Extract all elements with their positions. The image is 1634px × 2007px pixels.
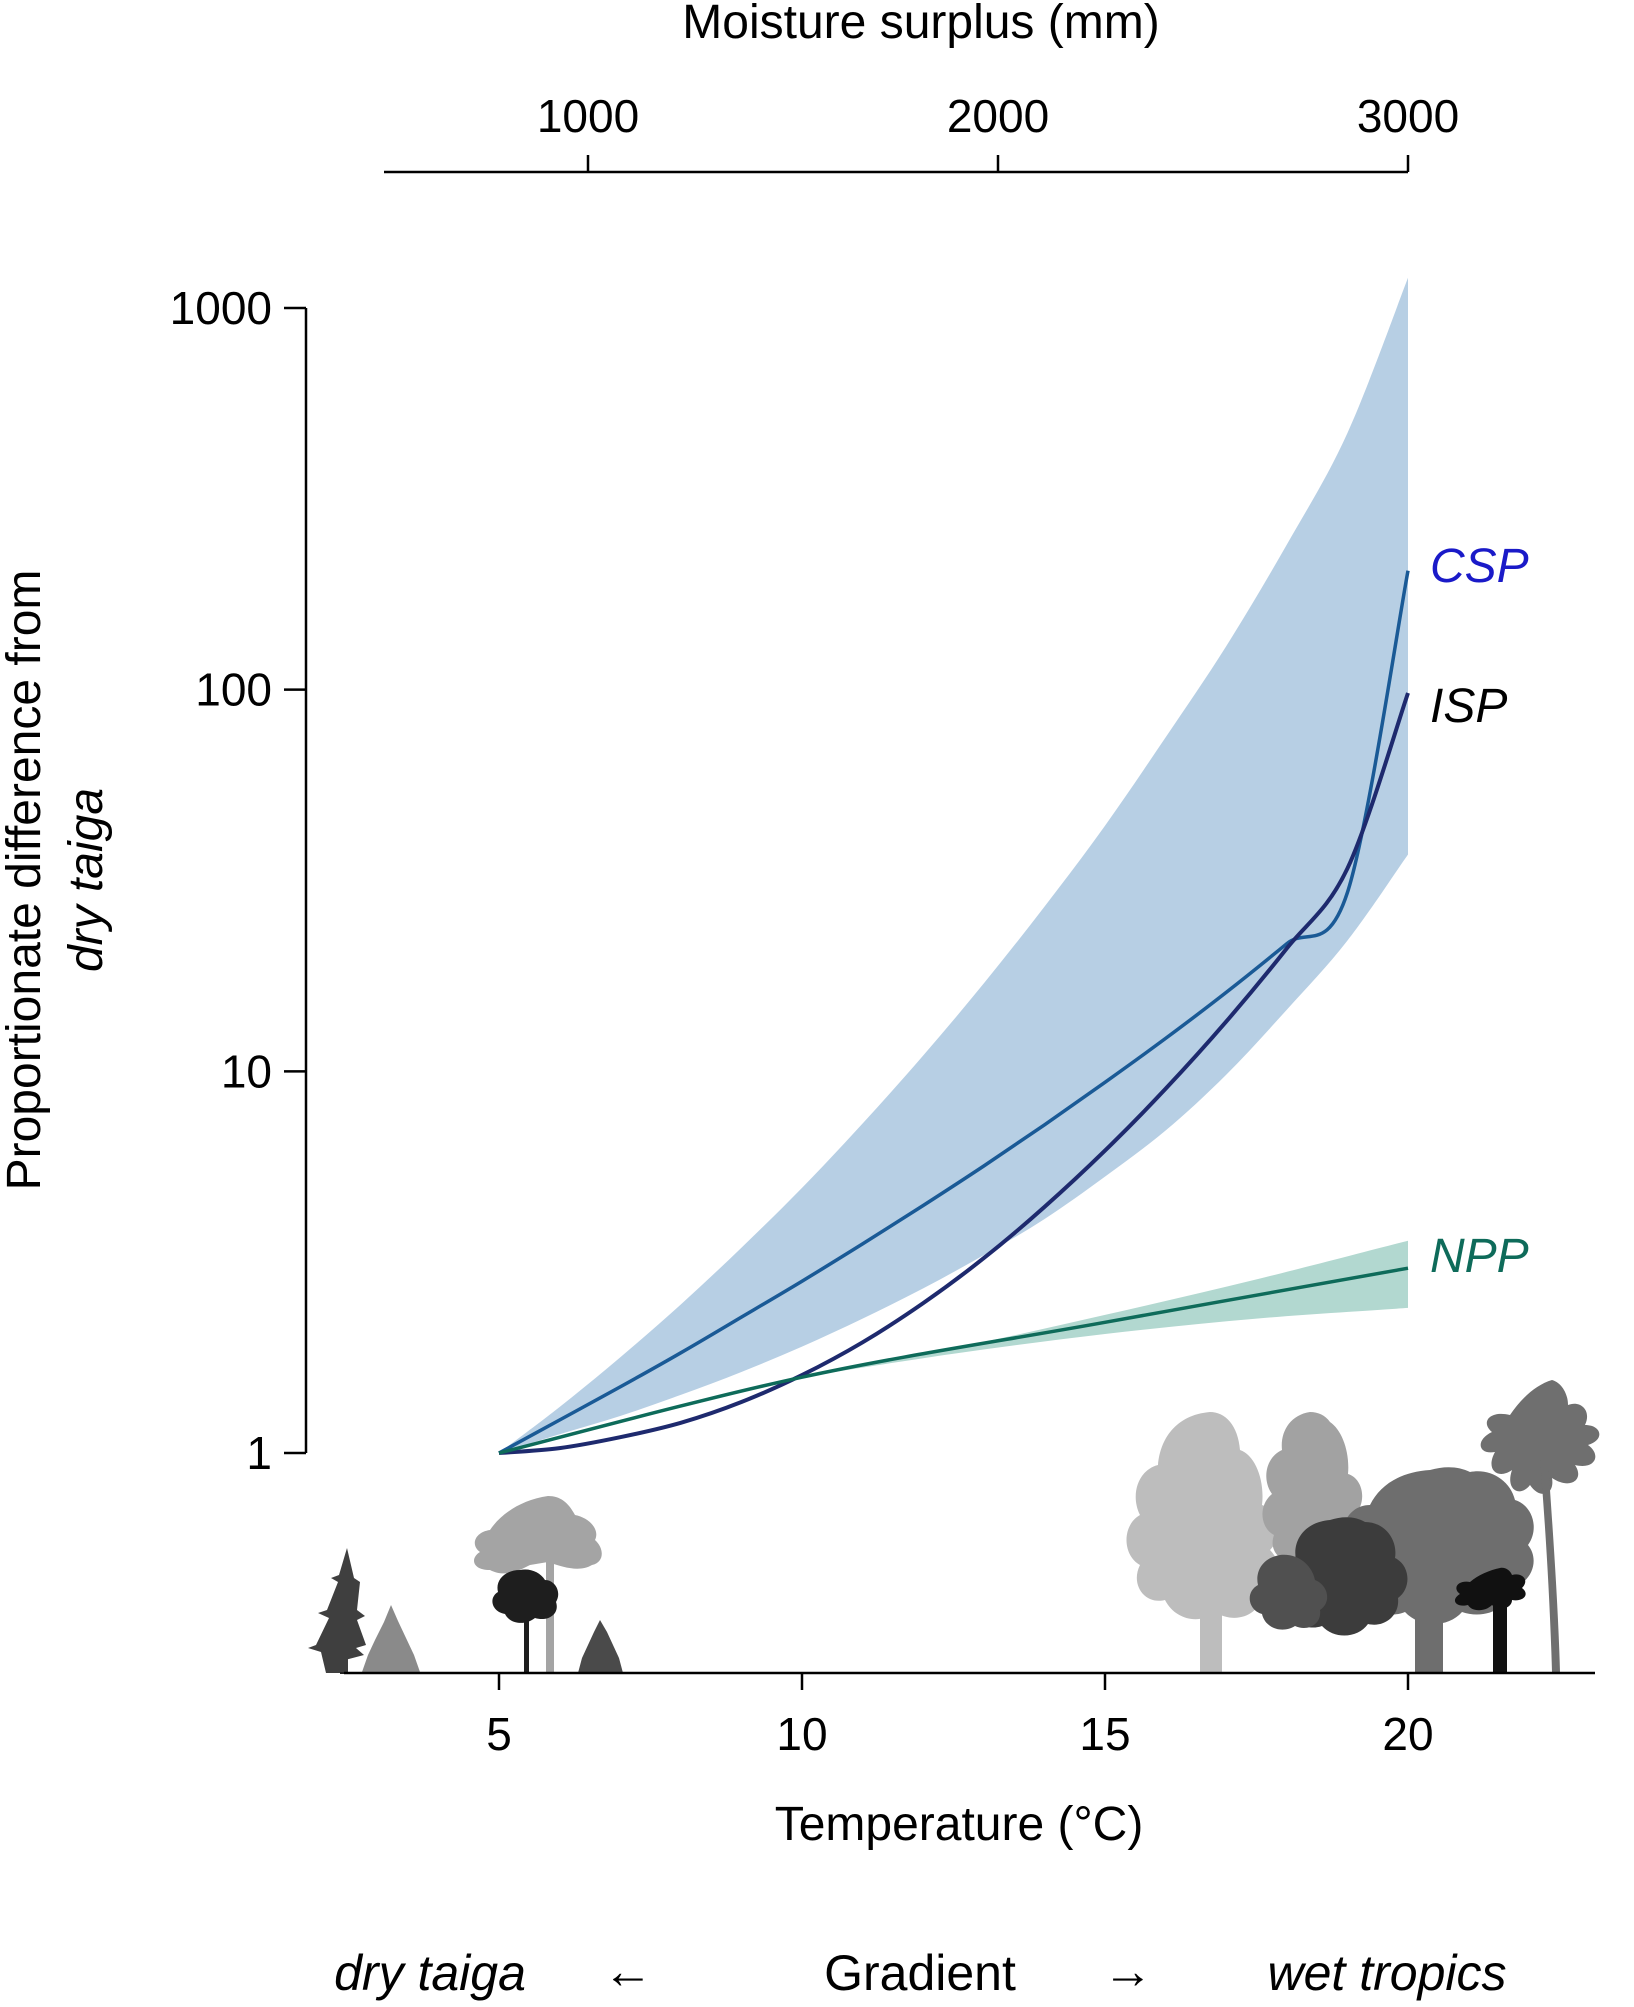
x-ticks: 5 10 15 20 bbox=[486, 1673, 1434, 1760]
gradient-caption: dry taiga ← Gradient → wet tropics bbox=[334, 1943, 1506, 2001]
gradient-middle-label: Gradient bbox=[824, 1945, 1016, 2001]
y-tick-label-100: 100 bbox=[195, 664, 272, 716]
y-tick-label-1000: 1000 bbox=[170, 282, 272, 334]
series-line-csp bbox=[498, 570, 1410, 1455]
gradient-right-label: wet tropics bbox=[1268, 1945, 1507, 2001]
band-csp-isp bbox=[499, 277, 1408, 1453]
x-tick-label-5: 5 bbox=[486, 1708, 512, 1760]
y-tick-label-10: 10 bbox=[221, 1045, 272, 1097]
series-label-isp: ISP bbox=[1430, 680, 1507, 733]
x-tick-label-10: 10 bbox=[776, 1708, 827, 1760]
y-axis-title-line2: dry taiga bbox=[60, 788, 113, 972]
y-ticks: 1 10 100 1000 bbox=[170, 282, 306, 1479]
x-tick-label-15: 15 bbox=[1079, 1708, 1130, 1760]
x2-axis-title: Moisture surplus (mm) bbox=[682, 0, 1159, 49]
series-label-csp: CSP bbox=[1430, 540, 1529, 593]
x2-ticks: 1000 2000 3000 bbox=[537, 90, 1459, 172]
x2-tick-label-3000: 3000 bbox=[1357, 90, 1459, 142]
x2-tick-label-1000: 1000 bbox=[537, 90, 639, 142]
small-palm-icon bbox=[1454, 1567, 1526, 1673]
tropical-tree-silhouettes-icon bbox=[1125, 1380, 1600, 1674]
series-line-isp bbox=[498, 692, 1410, 1455]
x2-tick-label-2000: 2000 bbox=[947, 90, 1049, 142]
y-tick-label-1: 1 bbox=[246, 1427, 272, 1479]
x-axis-title: Temperature (°C) bbox=[775, 1798, 1144, 1851]
band-npp bbox=[802, 1240, 1408, 1378]
gradient-right-arrow: → bbox=[1103, 1943, 1153, 1999]
gradient-left-arrow: ← bbox=[603, 1943, 653, 1999]
series-line-npp bbox=[498, 1266, 1409, 1455]
palm-tree-icon bbox=[1480, 1380, 1600, 1672]
series-labels: CSP ISP NPP bbox=[1430, 540, 1529, 1283]
gradient-left-label: dry taiga bbox=[334, 1945, 526, 2001]
y-axis-title-line1: Proportionate difference from bbox=[0, 570, 51, 1191]
series-lines bbox=[498, 570, 1410, 1455]
confidence-bands bbox=[499, 277, 1408, 1453]
x-tick-label-20: 20 bbox=[1382, 1708, 1433, 1760]
boreal-tree-silhouettes-icon bbox=[308, 1496, 660, 1674]
series-label-npp: NPP bbox=[1430, 1230, 1529, 1283]
